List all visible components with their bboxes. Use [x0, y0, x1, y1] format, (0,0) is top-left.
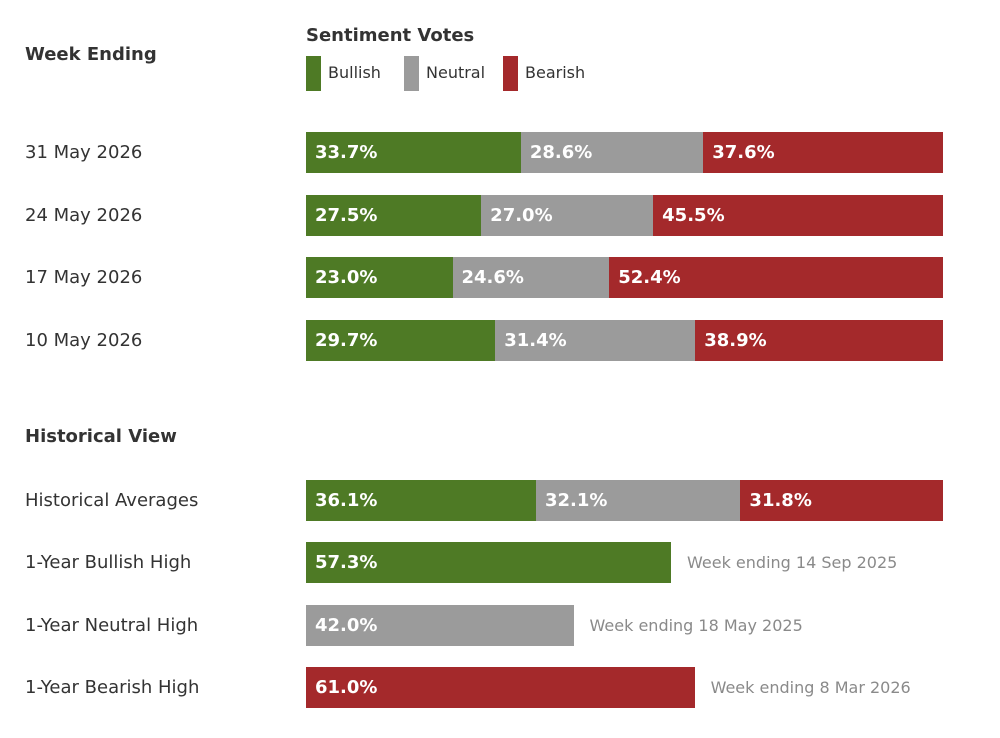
week-row-1-bullish-value: 27.5%	[315, 205, 378, 226]
high-row-bullish-label: 1-Year Bullish High	[25, 552, 192, 573]
week-row-0-neutral-bar	[520, 132, 704, 173]
legend-label-bullish: Bullish	[328, 63, 381, 82]
week-row-3-bearish-bar	[695, 320, 943, 361]
legend-swatch-neutral	[404, 56, 419, 91]
high-row-bearish-note: Week ending 8 Mar 2026	[710, 678, 911, 697]
week-row-1-neutral-bar	[481, 195, 654, 236]
high-row-bullish-note: Week ending 14 Sep 2025	[687, 553, 898, 572]
high-row-neutral-bar	[306, 605, 574, 646]
high-row-neutral-label: 1-Year Neutral High	[25, 615, 199, 636]
historical-averages-label: Historical Averages	[25, 490, 199, 511]
week-row-3-label: 10 May 2026	[25, 330, 143, 351]
week-row-3-bearish-value: 38.9%	[704, 330, 767, 351]
week-row-2-neutral-value: 24.6%	[461, 267, 524, 288]
week-row-1-bearish-bar	[653, 195, 943, 236]
historical-averages-neutral-value: 32.1%	[544, 490, 608, 511]
week-row-0-bearish-value: 37.6%	[712, 142, 775, 163]
week-row-2-bearish-bar	[609, 257, 943, 298]
historical-averages-bullish-bar	[306, 480, 536, 521]
week-row-3-bullish-bar	[306, 320, 496, 361]
high-row-bearish-bar	[306, 667, 695, 708]
week-ending-header: Week Ending	[25, 44, 157, 65]
high-row-bullish-value: 57.3%	[315, 552, 378, 573]
week-row-0-neutral-value: 28.6%	[529, 142, 593, 163]
week-row-0-label: 31 May 2026	[25, 142, 143, 163]
week-row-3-neutral-value: 31.4%	[504, 330, 567, 351]
legend-label-neutral: Neutral	[426, 63, 486, 82]
legend-swatch-bearish	[503, 56, 518, 91]
week-row-3-neutral-bar	[495, 320, 696, 361]
historical-averages-neutral-bar	[535, 480, 741, 521]
week-row-3-bullish-value: 29.7%	[315, 330, 378, 351]
week-row-2-bearish-value: 52.4%	[618, 267, 681, 288]
legend-swatch-bullish	[306, 56, 321, 91]
historical-averages-bearish-value: 31.8%	[749, 490, 812, 511]
week-row-2-neutral-bar	[452, 257, 610, 298]
week-row-0-bullish-bar	[306, 132, 521, 173]
week-row-2-label: 17 May 2026	[25, 267, 143, 288]
week-row-1-bearish-value: 45.5%	[662, 205, 725, 226]
high-row-bearish-label: 1-Year Bearish High	[25, 677, 200, 698]
legend-label-bearish: Bearish	[525, 63, 586, 82]
high-row-bearish-value: 61.0%	[315, 677, 378, 698]
high-row-neutral-value: 42.0%	[315, 615, 378, 636]
week-row-2-bullish-value: 23.0%	[315, 267, 378, 288]
week-row-1-label: 24 May 2026	[25, 205, 143, 226]
historical-averages-bearish-bar	[740, 480, 943, 521]
historical-view-header: Historical View	[25, 426, 177, 447]
week-row-1-bullish-bar	[306, 195, 482, 236]
sentiment-votes-header: Sentiment Votes	[306, 25, 475, 46]
high-row-bullish-bar	[306, 542, 671, 583]
week-row-0-bullish-value: 33.7%	[315, 142, 378, 163]
week-row-2-bullish-bar	[306, 257, 453, 298]
week-row-0-bearish-bar	[703, 132, 943, 173]
week-row-1-neutral-value: 27.0%	[490, 205, 553, 226]
high-row-neutral-note: Week ending 18 May 2025	[589, 616, 803, 635]
historical-averages-bullish-value: 36.1%	[315, 490, 378, 511]
